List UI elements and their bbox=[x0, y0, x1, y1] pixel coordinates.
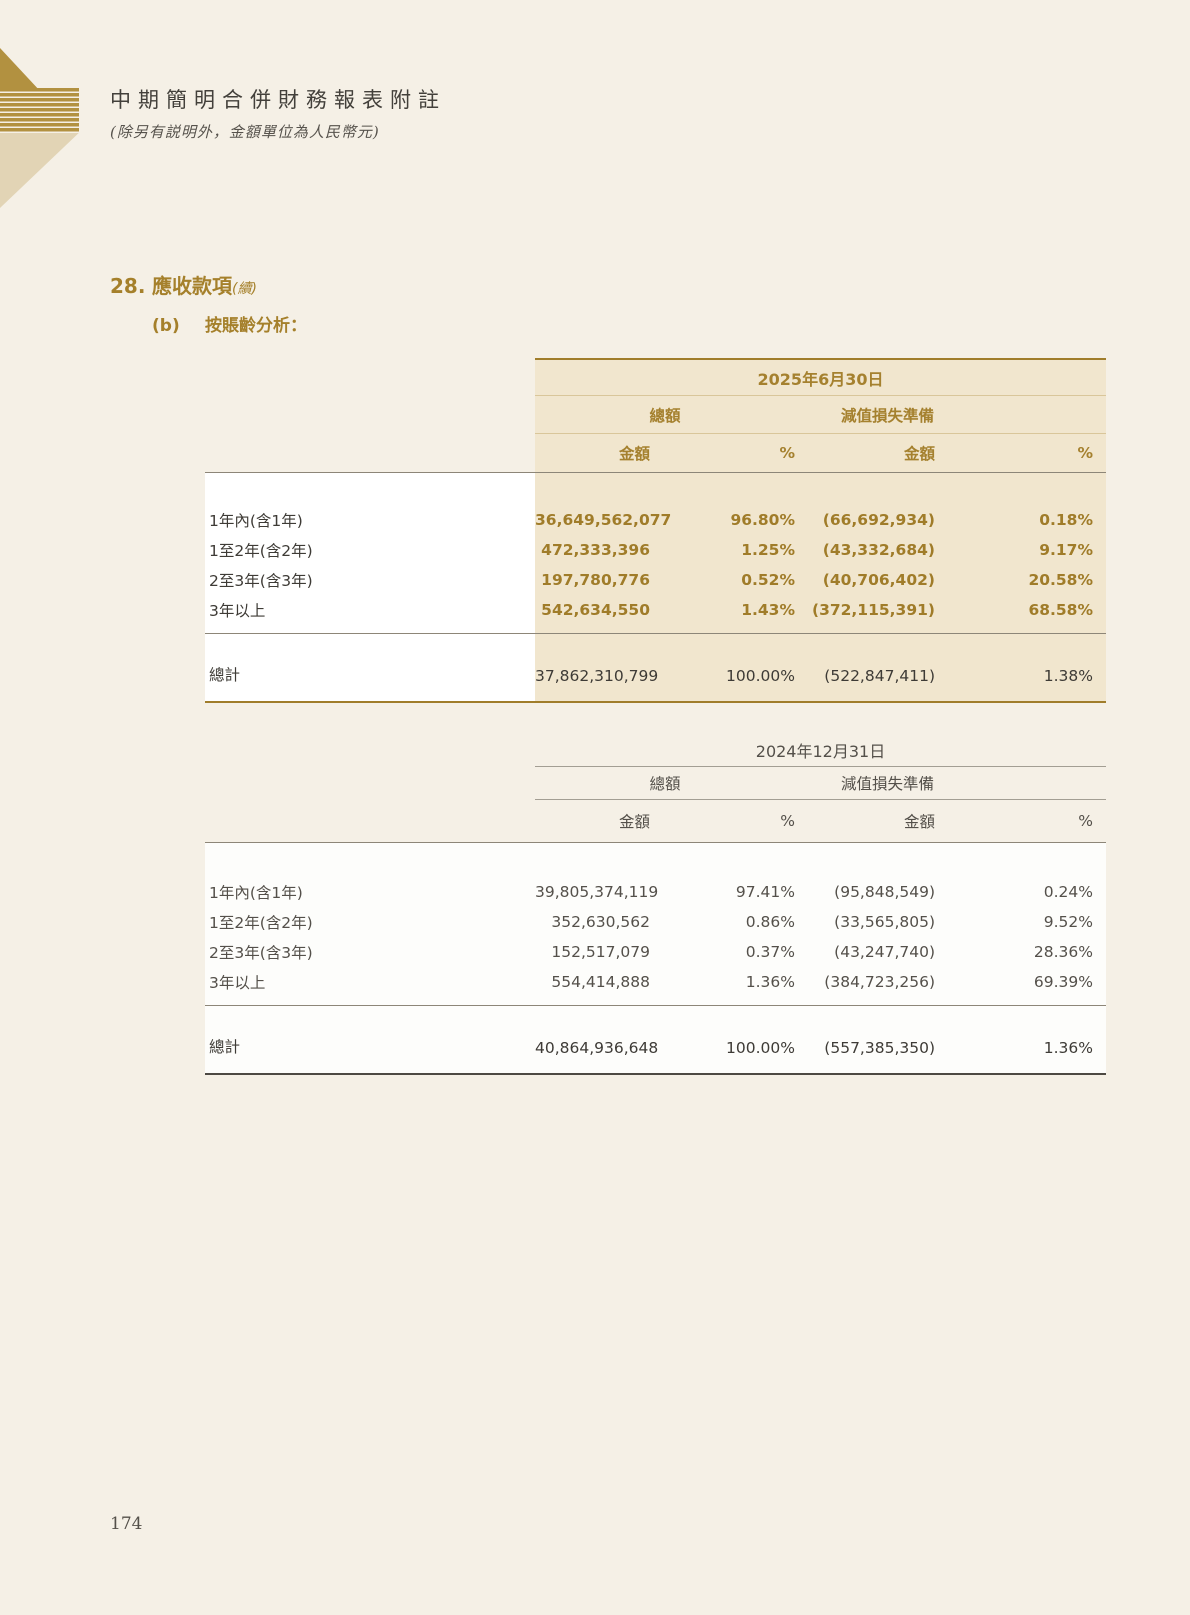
row-impairment-pct: 9.17% bbox=[1039, 541, 1093, 559]
table-row: 3年以上 554,414,888 1.36% (384,723,256) 69.… bbox=[205, 967, 1106, 997]
row-impairment-pct: 69.39% bbox=[1033, 973, 1093, 991]
section-heading: 28. 應收款項(續) bbox=[110, 270, 257, 299]
document-subtitle: (除另有説明外，金額單位為人民幣元) bbox=[110, 123, 380, 141]
column-header-impair-pct: % bbox=[1077, 444, 1093, 462]
group-header-impairment: 減值損失準備 bbox=[840, 775, 934, 793]
row-impairment-pct: 28.36% bbox=[1033, 943, 1093, 961]
section-number: 28. bbox=[110, 274, 146, 298]
row-impairment: (66,692,934) bbox=[822, 511, 935, 529]
total-amount: 40,864,936,648 bbox=[535, 1039, 659, 1057]
table-row: 1年內(含1年) 36,649,562,077 96.80% (66,692,9… bbox=[205, 505, 1106, 535]
group-header-gross: 總額 bbox=[649, 406, 681, 425]
row-amount: 39,805,374,119 bbox=[535, 883, 659, 901]
table-header: 2024年12月31日 總額 減值損失準備 金額 % 金額 % bbox=[535, 733, 1106, 842]
table-total-row: 總計 37,862,310,799 100.00% (522,847,411) … bbox=[205, 633, 1106, 703]
row-impairment-pct: 0.24% bbox=[1043, 883, 1093, 901]
row-impairment: (40,706,402) bbox=[822, 571, 935, 589]
table-group-header: 總額 減值損失準備 bbox=[535, 396, 1106, 434]
total-label: 總計 bbox=[209, 666, 241, 684]
subsection-heading: (b) 按賬齡分析： bbox=[152, 311, 307, 336]
row-pct: 0.37% bbox=[745, 943, 795, 961]
section-title: 應收款項 bbox=[152, 274, 232, 298]
row-label: 3年以上 bbox=[209, 602, 266, 620]
row-impairment: (43,247,740) bbox=[834, 943, 935, 961]
row-amount: 542,634,550 bbox=[541, 601, 650, 619]
total-pct: 100.00% bbox=[726, 667, 795, 685]
table-body: 1年內(含1年) 36,649,562,077 96.80% (66,692,9… bbox=[205, 472, 1106, 703]
column-header-pct: % bbox=[780, 812, 795, 830]
subsection-label: (b) bbox=[152, 316, 180, 336]
row-amount: 554,414,888 bbox=[551, 973, 650, 991]
row-impairment-pct: 68.58% bbox=[1028, 601, 1093, 619]
row-label: 1至2年(含2年) bbox=[209, 914, 313, 932]
table-column-headers: 金額 % 金額 % bbox=[535, 800, 1106, 842]
row-impairment: (95,848,549) bbox=[834, 883, 935, 901]
column-header-amount: 金額 bbox=[618, 813, 650, 831]
row-amount: 36,649,562,077 bbox=[535, 511, 672, 529]
total-label: 總計 bbox=[209, 1038, 241, 1056]
row-impairment-pct: 0.18% bbox=[1039, 511, 1093, 529]
row-pct: 0.52% bbox=[741, 571, 795, 589]
table-body: 1年內(含1年) 39,805,374,119 97.41% (95,848,5… bbox=[205, 842, 1106, 1075]
row-label: 2至3年(含3年) bbox=[209, 944, 313, 962]
row-impairment: (384,723,256) bbox=[824, 973, 935, 991]
row-pct: 96.80% bbox=[730, 511, 795, 529]
column-header-pct: % bbox=[779, 444, 795, 462]
table-column-headers: 金額 % 金額 % bbox=[535, 434, 1106, 472]
row-amount: 197,780,776 bbox=[541, 571, 650, 589]
row-pct: 0.86% bbox=[745, 913, 795, 931]
table-date-header: 2025年6月30日 bbox=[535, 360, 1106, 396]
total-pct: 100.00% bbox=[726, 1039, 795, 1057]
column-header-impair-amount: 金額 bbox=[903, 445, 935, 463]
row-amount: 352,630,562 bbox=[551, 913, 650, 931]
document-title: 中期簡明合併財務報表附註 bbox=[110, 88, 446, 112]
total-impairment-pct: 1.38% bbox=[1043, 667, 1093, 685]
aging-table-2025: 2025年6月30日 總額 減值損失準備 金額 % 金額 % 1年內(含1年) … bbox=[205, 358, 1106, 703]
table-row: 2至3年(含3年) 197,780,776 0.52% (40,706,402)… bbox=[205, 565, 1106, 595]
table-row: 2至3年(含3年) 152,517,079 0.37% (43,247,740)… bbox=[205, 937, 1106, 967]
section-continued-label: (續) bbox=[232, 281, 257, 297]
row-impairment-pct: 9.52% bbox=[1043, 913, 1093, 931]
table-date-header: 2024年12月31日 bbox=[535, 733, 1106, 767]
row-label: 1至2年(含2年) bbox=[209, 542, 313, 560]
column-header-amount: 金額 bbox=[618, 445, 650, 463]
row-pct: 97.41% bbox=[735, 883, 795, 901]
table-row: 3年以上 542,634,550 1.43% (372,115,391) 68.… bbox=[205, 595, 1106, 625]
row-impairment: (372,115,391) bbox=[811, 601, 935, 619]
column-header-impair-amount: 金額 bbox=[903, 813, 935, 831]
row-amount: 152,517,079 bbox=[551, 943, 650, 961]
row-label: 1年內(含1年) bbox=[209, 884, 303, 902]
table-group-header: 總額 減值損失準備 bbox=[535, 767, 1106, 800]
total-amount: 37,862,310,799 bbox=[535, 667, 659, 685]
aging-table-2024: 2024年12月31日 總額 減值損失準備 金額 % 金額 % 1年內(含1年)… bbox=[205, 733, 1106, 1075]
table-row: 1至2年(含2年) 472,333,396 1.25% (43,332,684)… bbox=[205, 535, 1106, 565]
row-impairment: (43,332,684) bbox=[822, 541, 935, 559]
row-label: 3年以上 bbox=[209, 974, 266, 992]
row-label: 1年內(含1年) bbox=[209, 512, 303, 530]
table-total-row: 總計 40,864,936,648 100.00% (557,385,350) … bbox=[205, 1005, 1106, 1075]
row-label: 2至3年(含3年) bbox=[209, 572, 313, 590]
table-row: 1至2年(含2年) 352,630,562 0.86% (33,565,805)… bbox=[205, 907, 1106, 937]
subsection-title: 按賬齡分析： bbox=[205, 316, 307, 336]
group-header-impairment: 減值損失準備 bbox=[840, 406, 934, 425]
corner-stripes-icon bbox=[0, 88, 79, 133]
row-amount: 472,333,396 bbox=[541, 541, 650, 559]
table-header: 2025年6月30日 總額 減值損失準備 金額 % 金額 % bbox=[535, 358, 1106, 472]
table-row: 1年內(含1年) 39,805,374,119 97.41% (95,848,5… bbox=[205, 877, 1106, 907]
row-impairment-pct: 20.58% bbox=[1028, 571, 1093, 589]
corner-decoration bbox=[0, 48, 79, 208]
total-impairment: (557,385,350) bbox=[824, 1039, 935, 1057]
column-header-impair-pct: % bbox=[1078, 812, 1093, 830]
row-pct: 1.25% bbox=[741, 541, 795, 559]
total-impairment: (522,847,411) bbox=[824, 667, 935, 685]
group-header-gross: 總額 bbox=[649, 775, 681, 793]
total-impairment-pct: 1.36% bbox=[1043, 1039, 1093, 1057]
row-impairment: (33,565,805) bbox=[834, 913, 935, 931]
page-number: 174 bbox=[110, 1514, 143, 1534]
row-pct: 1.36% bbox=[745, 973, 795, 991]
row-pct: 1.43% bbox=[741, 601, 795, 619]
